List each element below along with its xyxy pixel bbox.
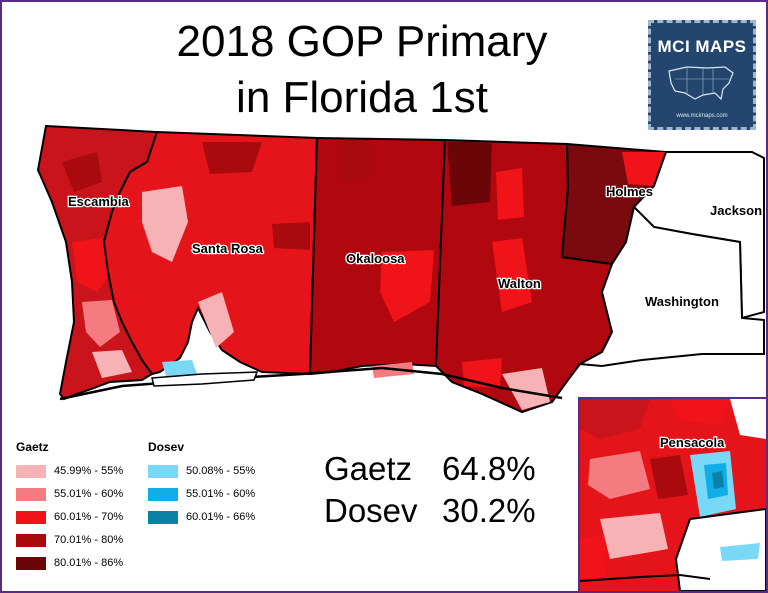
county-washington [576, 205, 765, 368]
precinct-patch [142, 186, 188, 262]
legend-swatch [148, 487, 178, 501]
county-label-okaloosa: Okaloosa [346, 251, 405, 266]
legend-swatch [16, 464, 46, 478]
legend-item-dosev: 60.01% - 66% [148, 508, 255, 526]
coastline [580, 573, 711, 582]
precinct-patch [82, 300, 120, 347]
precinct-patch [202, 142, 262, 174]
result-candidate: Gaetz [324, 450, 413, 487]
result-candidate: Dosev [324, 492, 418, 529]
county-label-escambia: Escambia [68, 194, 129, 209]
result-gaetz: Gaetz 64.8% [324, 450, 536, 488]
logo-name: MCI MAPS [657, 37, 747, 56]
legend-title-gaetz: Gaetz [16, 440, 49, 454]
county-label-walton: Walton [498, 276, 541, 291]
legend-label: 80.01% - 86% [54, 557, 124, 569]
logo-url: www.mcimaps.com [676, 113, 728, 119]
map-title-line-2: in Florida 1st [236, 73, 488, 122]
inset-label-pensacola: Pensacola [660, 435, 725, 450]
legend-item-gaetz: 80.01% - 86% [16, 554, 123, 572]
result-dosev: Dosev 30.2% [324, 492, 536, 530]
precinct-patch [198, 292, 234, 348]
precinct-patch [588, 451, 650, 499]
precinct-patch [447, 142, 492, 206]
inset-map: Pensacola [580, 399, 766, 591]
precinct-patch [492, 238, 532, 312]
precinct-patch [342, 142, 374, 180]
legend-label: 45.99% - 55% [54, 465, 124, 477]
legend-label: 55.01% - 60% [54, 488, 124, 500]
pensacola-inset: Pensacola [578, 397, 766, 591]
precinct-patch [670, 399, 730, 424]
barrier-island [151, 371, 259, 387]
legend-swatch [16, 556, 46, 570]
map-title-line-1: 2018 GOP Primary [176, 17, 548, 66]
legend-item-gaetz: 60.01% - 70% [16, 508, 123, 526]
legend-label: 60.01% - 66% [186, 511, 256, 523]
precinct-patch [580, 399, 650, 439]
county-label-santa-rosa: Santa Rosa [192, 241, 264, 256]
county-label-holmes: Holmes [606, 184, 653, 199]
legend-item-gaetz: 45.99% - 55% [16, 462, 123, 480]
precinct-patch [730, 399, 766, 439]
precinct-patch [650, 455, 688, 499]
precinct-patch [92, 350, 132, 378]
legend-label: 55.01% - 60% [186, 488, 256, 500]
legend-item-gaetz: 55.01% - 60% [16, 485, 123, 503]
legend-swatch [16, 510, 46, 524]
precinct-patch [622, 152, 666, 186]
precinct-patch [380, 250, 434, 322]
us-map-icon [668, 66, 734, 101]
legend-label: 70.01% - 80% [54, 534, 124, 546]
mci-maps-logo: MCI MAPS www.mcimaps.com [648, 20, 756, 130]
precinct-patch [496, 168, 524, 220]
legend-item-dosev: 50.08% - 55% [148, 462, 255, 480]
legend-swatch [16, 533, 46, 547]
legend-swatch [16, 487, 46, 501]
legend-swatch [148, 510, 178, 524]
legend-label: 50.08% - 55% [186, 465, 256, 477]
precinct-patch [62, 152, 102, 192]
legend-swatch [148, 464, 178, 478]
result-share: 30.2% [442, 492, 536, 529]
legend-title-dosev: Dosev [148, 440, 185, 454]
result-share: 64.8% [442, 450, 536, 487]
precinct-patch [502, 368, 550, 410]
legend-item-dosev: 55.01% - 60% [148, 485, 255, 503]
precinct-patch [600, 513, 668, 559]
precinct-patch [720, 543, 760, 561]
county-label-jackson: Jackson [710, 203, 762, 218]
legend-item-gaetz: 70.01% - 80% [16, 531, 123, 549]
precinct-patch [580, 535, 606, 579]
coastline [59, 366, 563, 401]
precinct-patch [712, 471, 724, 489]
legend-label: 60.01% - 70% [54, 511, 124, 523]
precinct-patch [272, 222, 310, 250]
county-label-washington: Washington [645, 294, 719, 309]
precinct-patch [72, 238, 112, 292]
